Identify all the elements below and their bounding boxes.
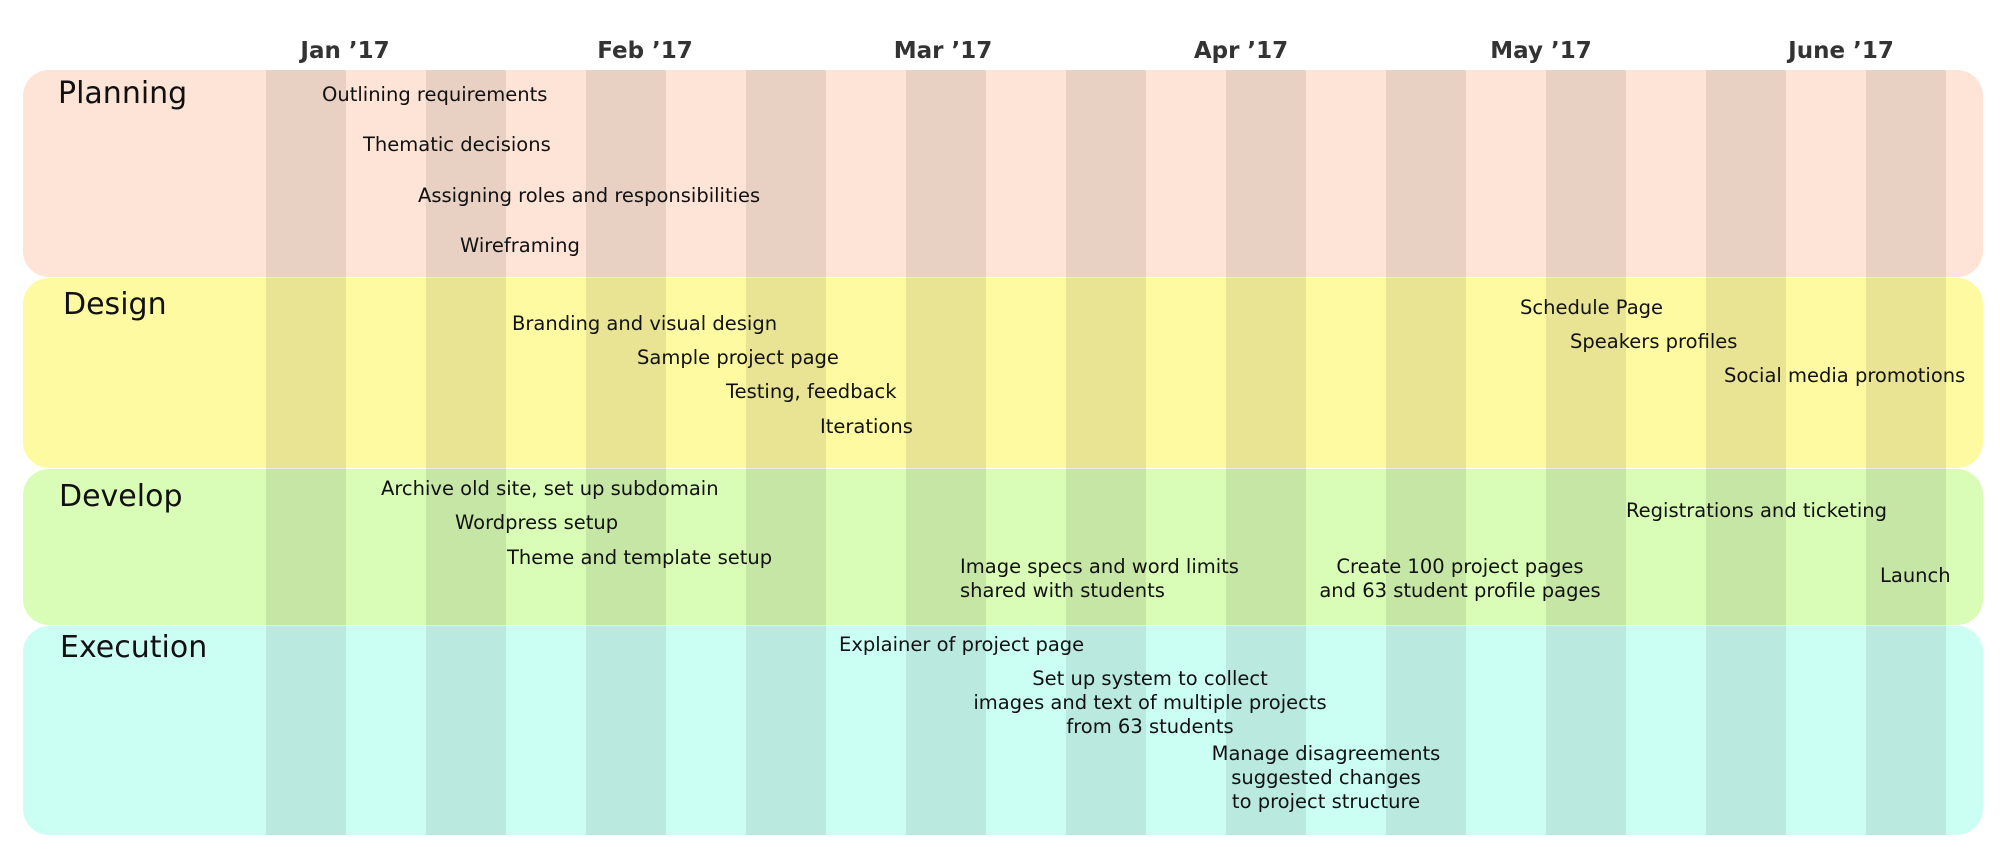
task-testing-feedback: Testing, feedback: [726, 380, 897, 403]
grid-stripe: [1866, 70, 1946, 835]
month-label-jun: June ’17: [1788, 38, 1894, 64]
task-create-pages-line-1: Create 100 project pages: [1336, 555, 1584, 578]
lane-title-planning: Planning: [58, 76, 188, 111]
grid-stripe: [266, 70, 346, 835]
grid-stripe: [1066, 70, 1146, 835]
grid-stripe: [906, 70, 986, 835]
task-setup-system-line-1: Set up system to collect: [1032, 667, 1268, 690]
lane-title-develop: Develop: [59, 479, 183, 514]
task-manage-line-2: suggested changes: [1231, 766, 1421, 789]
task-assigning-roles: Assigning roles and responsibilities: [418, 184, 761, 207]
grid-stripe: [1226, 70, 1306, 835]
task-archive-old-site: Archive old site, set up subdomain: [381, 477, 719, 500]
task-schedule-page: Schedule Page: [1520, 296, 1664, 319]
task-social-media-promotions: Social media promotions: [1724, 364, 1966, 387]
task-image-specs: Image specs and word limits shared with …: [960, 555, 1239, 603]
task-registrations-ticketing: Registrations and ticketing: [1626, 499, 1888, 522]
task-create-project-pages: Create 100 project pages and 63 student …: [1319, 555, 1600, 603]
task-thematic-decisions: Thematic decisions: [363, 133, 551, 156]
task-iterations: Iterations: [820, 415, 913, 438]
task-image-specs-line-2: shared with students: [960, 579, 1165, 602]
month-label-mar: Mar ’17: [893, 38, 993, 64]
task-manage-disagreements: Manage disagreements suggested changes t…: [1212, 742, 1441, 814]
task-create-pages-line-2: and 63 student profile pages: [1319, 579, 1601, 602]
grid-stripe: [1546, 70, 1626, 835]
task-image-specs-line-1: Image specs and word limits: [960, 555, 1239, 578]
lane-execution: [23, 626, 1983, 835]
grid-stripe: [1386, 70, 1466, 835]
grid-stripe: [586, 70, 666, 835]
task-launch: Launch: [1880, 564, 1951, 587]
month-label-jan: Jan ’17: [300, 38, 390, 64]
grid-stripe: [1706, 70, 1786, 835]
task-sample-project-page: Sample project page: [637, 346, 839, 369]
grid-stripe: [426, 70, 506, 835]
task-setup-collection-system: Set up system to collect images and text…: [973, 667, 1326, 739]
lane-title-execution: Execution: [60, 630, 208, 665]
month-label-may: May ’17: [1490, 38, 1592, 64]
task-outlining-requirements: Outlining requirements: [322, 83, 548, 106]
task-manage-line-3: to project structure: [1231, 790, 1421, 813]
lane-planning: [23, 70, 1983, 277]
task-speakers-profiles: Speakers profiles: [1570, 330, 1738, 353]
month-label-apr: Apr ’17: [1193, 38, 1289, 64]
task-setup-system-line-2: images and text of multiple projects: [973, 691, 1327, 714]
lane-design: [23, 278, 1983, 468]
task-setup-system-line-3: from 63 students: [1066, 715, 1234, 738]
month-label-feb: Feb ’17: [597, 38, 693, 64]
task-wordpress-setup: Wordpress setup: [455, 511, 619, 534]
grid-stripe: [746, 70, 826, 835]
task-theme-template-setup: Theme and template setup: [507, 546, 773, 569]
task-wireframing: Wireframing: [460, 234, 580, 257]
task-explainer-project-page: Explainer of project page: [839, 633, 1085, 656]
task-branding-visual-design: Branding and visual design: [512, 312, 778, 335]
task-manage-line-1: Manage disagreements: [1211, 742, 1441, 765]
lane-develop: [23, 469, 1983, 625]
lane-title-design: Design: [63, 287, 167, 322]
